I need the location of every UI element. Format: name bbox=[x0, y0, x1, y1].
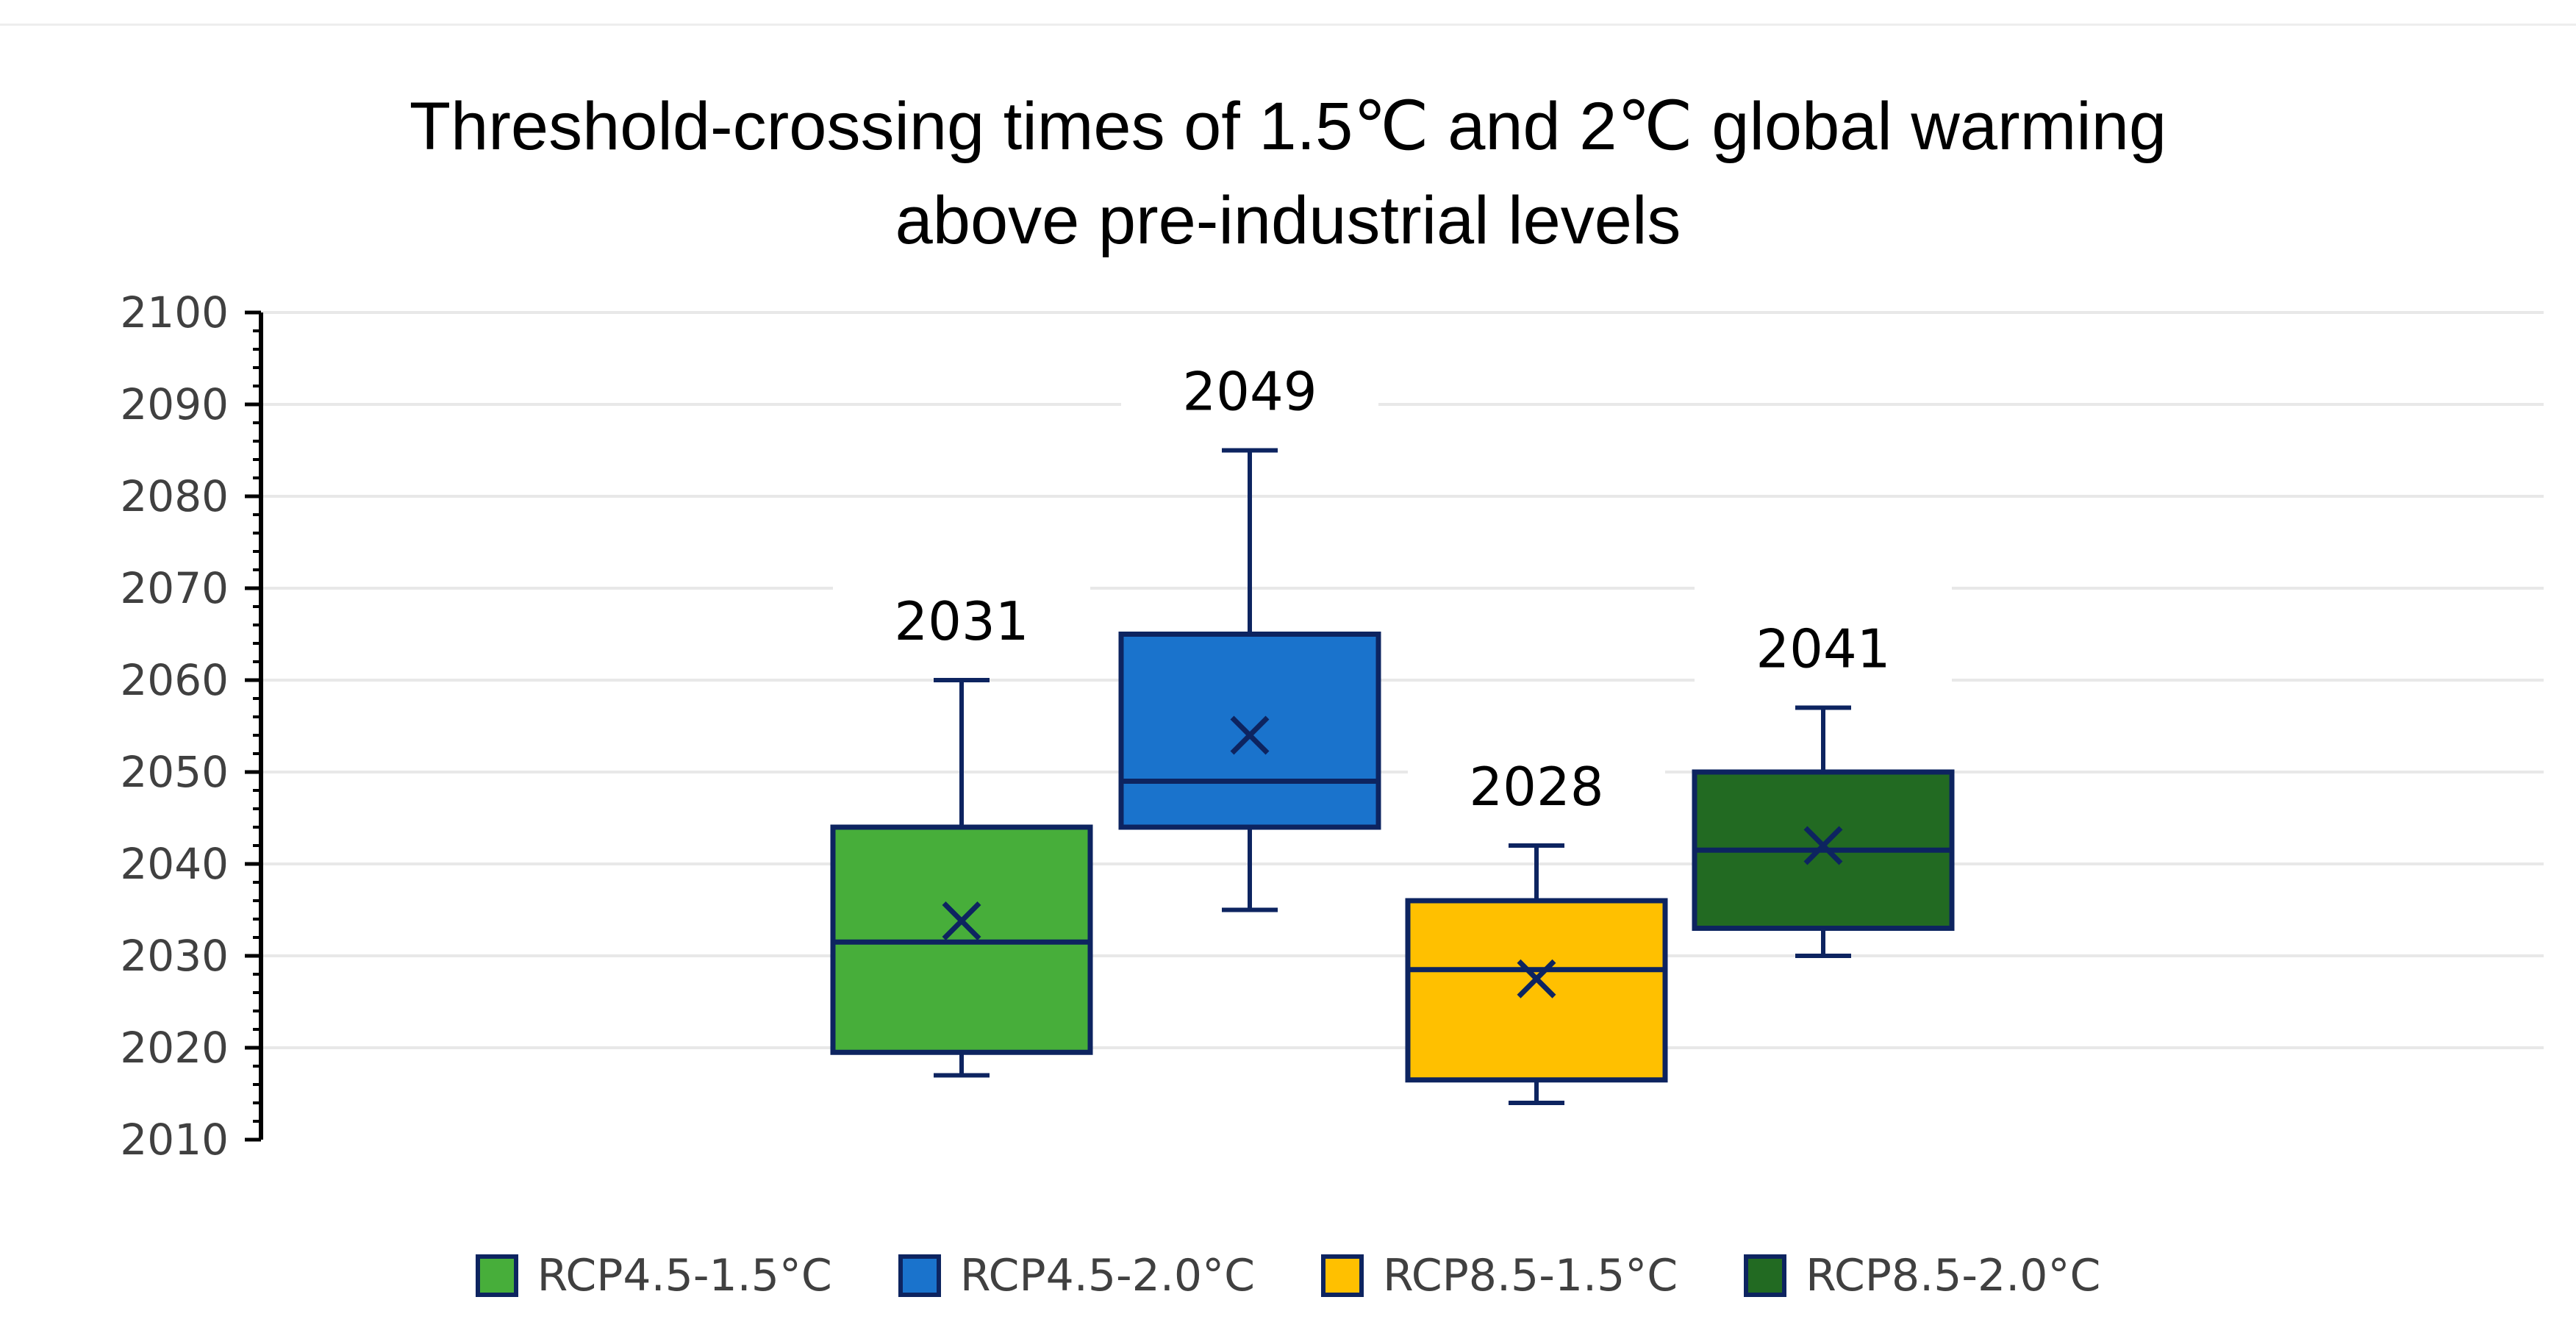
data-label: 2028 bbox=[1469, 756, 1603, 818]
y-tick-label: 2070 bbox=[120, 563, 229, 613]
gridlines bbox=[261, 311, 2544, 1049]
chart-title-line-2: above pre-industrial levels bbox=[895, 183, 1681, 258]
legend-swatch bbox=[1744, 1254, 1787, 1297]
data-label: 2031 bbox=[894, 590, 1028, 652]
box-RCP4.5-1.5°C: 2031 bbox=[830, 555, 1093, 1078]
y-tick-label: 2030 bbox=[120, 931, 229, 981]
y-axis: 2010 2020 2030 2040 2050 2060 2070 2080 2090 2100 bbox=[120, 287, 263, 1165]
legend-label: RCP4.5-1.5°C bbox=[537, 1250, 832, 1301]
mean-marker bbox=[1230, 715, 1270, 755]
legend-item: RCP8.5-2.0°C bbox=[1744, 1250, 2100, 1301]
boxes: 2031 2049 2028 2041 bbox=[830, 325, 1955, 1105]
mean-marker bbox=[1517, 959, 1556, 998]
top-divider bbox=[0, 24, 2576, 26]
y-tick-label: 2020 bbox=[120, 1023, 229, 1073]
box-RCP8.5-2.0°C: 2041 bbox=[1692, 582, 1955, 958]
mean-marker bbox=[942, 901, 981, 940]
data-label-bg bbox=[1408, 721, 1665, 827]
legend-label: RCP8.5-2.0°C bbox=[1806, 1250, 2101, 1301]
legend: RCP4.5-1.5°C RCP4.5-2.0°C RCP8.5-1.5°C RCP8… bbox=[0, 1250, 2576, 1301]
chart-title-line-1: Threshold-crossing times of 1.5℃ and 2℃ … bbox=[409, 89, 2167, 164]
mean-marker bbox=[1803, 826, 1843, 865]
legend-item: RCP4.5-1.5°C bbox=[475, 1250, 832, 1301]
box-iqr bbox=[1405, 898, 1668, 1083]
box-iqr bbox=[1118, 632, 1381, 830]
data-label-bg bbox=[1121, 325, 1378, 432]
y-tick-label: 2040 bbox=[120, 839, 229, 889]
legend-item: RCP8.5-1.5°C bbox=[1321, 1250, 1678, 1301]
legend-item: RCP4.5-2.0°C bbox=[898, 1250, 1255, 1301]
legend-label: RCP8.5-1.5°C bbox=[1383, 1250, 1678, 1301]
legend-label: RCP4.5-2.0°C bbox=[959, 1250, 1255, 1301]
data-label-bg bbox=[833, 555, 1090, 662]
y-tick-label: 2100 bbox=[120, 287, 229, 337]
y-tick-label: 2060 bbox=[120, 655, 229, 705]
box-RCP4.5-2.0°C: 2049 bbox=[1118, 325, 1381, 912]
data-label: 2049 bbox=[1182, 361, 1317, 423]
legend-swatch bbox=[1321, 1254, 1364, 1297]
y-tick-label: 2050 bbox=[120, 747, 229, 797]
legend-swatch bbox=[475, 1254, 518, 1297]
data-label-bg bbox=[1695, 582, 1952, 690]
legend-swatch bbox=[898, 1254, 941, 1297]
y-tick-label: 2090 bbox=[120, 379, 229, 429]
y-tick-label: 2010 bbox=[120, 1115, 229, 1165]
box-RCP8.5-1.5°C: 2028 bbox=[1405, 721, 1668, 1105]
data-label: 2041 bbox=[1756, 618, 1890, 680]
y-tick-label: 2080 bbox=[120, 471, 229, 521]
